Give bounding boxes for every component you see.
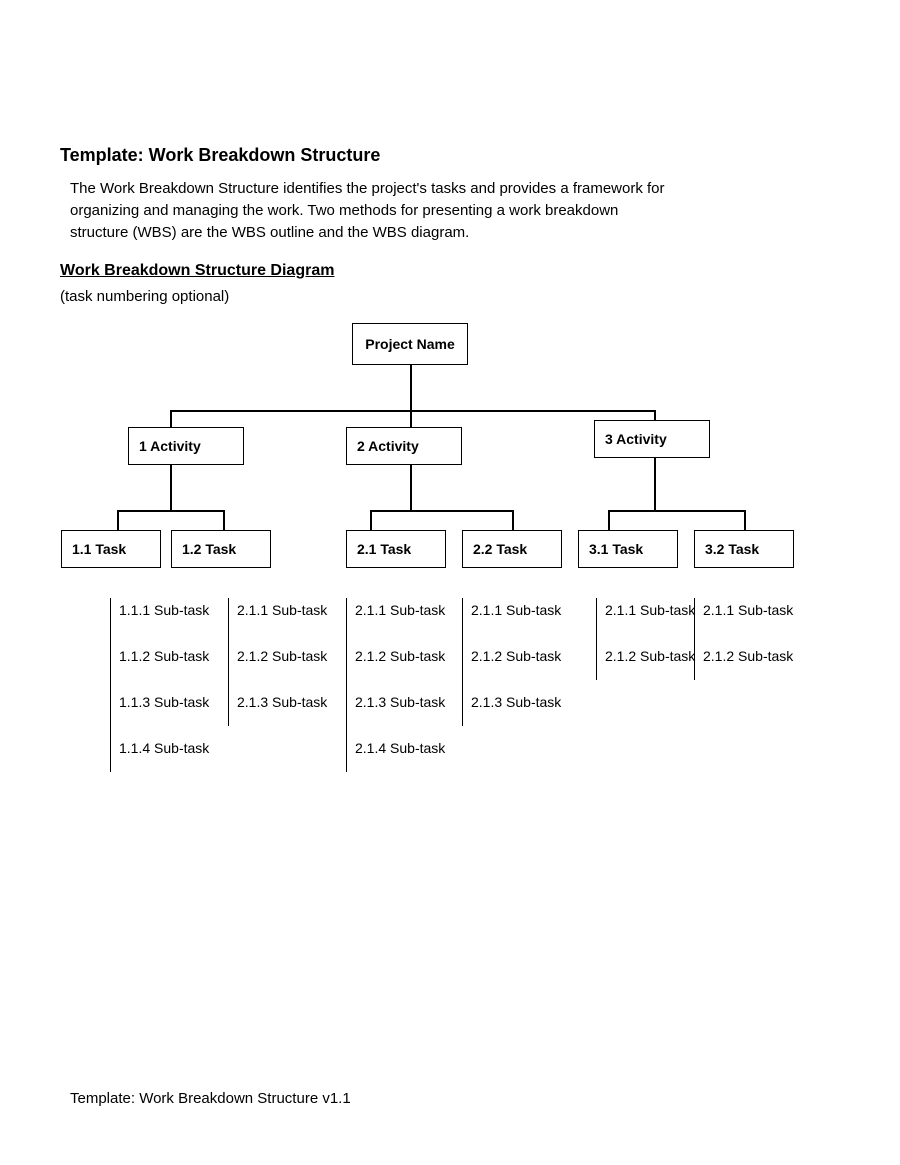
subtask-column-2-0: 2.1.1 Sub-task2.1.2 Sub-task (596, 598, 695, 680)
activity-node-1: 2 Activity (346, 427, 462, 465)
subtask-column-1-1: 2.1.1 Sub-task2.1.2 Sub-task2.1.3 Sub-ta… (462, 598, 561, 726)
connector-activity-0-vline (170, 465, 172, 510)
subtask-0-0-3: 1.1.4 Sub-task (119, 736, 209, 782)
page-title: Template: Work Breakdown Structure (60, 145, 380, 166)
connector-activity-1-drop-0 (370, 510, 372, 530)
connector-activity-2-vline (654, 458, 656, 510)
subtask-1-1-2: 2.1.3 Sub-task (471, 690, 561, 736)
subtask-2-1-1: 2.1.2 Sub-task (703, 644, 793, 690)
root-node: Project Name (352, 323, 468, 365)
subtask-column-0-1: 2.1.1 Sub-task2.1.2 Sub-task2.1.3 Sub-ta… (228, 598, 327, 726)
connector-activity-2-hline (608, 510, 744, 512)
subtask-1-0-1: 2.1.2 Sub-task (355, 644, 445, 690)
subtask-0-1-1: 2.1.2 Sub-task (237, 644, 327, 690)
subtask-column-0-0: 1.1.1 Sub-task1.1.2 Sub-task1.1.3 Sub-ta… (110, 598, 209, 772)
connector-root-vline (410, 365, 412, 410)
task-node-2-1: 3.2 Task (694, 530, 794, 568)
task-node-0-1: 1.2 Task (171, 530, 271, 568)
subtask-0-0-0: 1.1.1 Sub-task (119, 598, 209, 644)
subtask-1-1-1: 2.1.2 Sub-task (471, 644, 561, 690)
connector-bus-drop-2 (654, 410, 656, 420)
subtask-column-2-1: 2.1.1 Sub-task2.1.2 Sub-task (694, 598, 793, 680)
subtask-2-1-0: 2.1.1 Sub-task (703, 598, 793, 644)
connector-activity-0-hline (117, 510, 223, 512)
subtask-1-1-0: 2.1.1 Sub-task (471, 598, 561, 644)
task-node-0-0: 1.1 Task (61, 530, 161, 568)
subtask-1-0-2: 2.1.3 Sub-task (355, 690, 445, 736)
section-heading: Work Breakdown Structure Diagram (60, 262, 334, 280)
task-node-1-0: 2.1 Task (346, 530, 446, 568)
task-node-1-1: 2.2 Task (462, 530, 562, 568)
connector-bus-drop-0 (170, 410, 172, 427)
subtask-0-1-2: 2.1.3 Sub-task (237, 690, 327, 736)
subtask-2-0-0: 2.1.1 Sub-task (605, 598, 695, 644)
connector-activity-1-vline (410, 465, 412, 510)
subtask-1-0-0: 2.1.1 Sub-task (355, 598, 445, 644)
task-node-2-0: 3.1 Task (578, 530, 678, 568)
subtask-0-0-1: 1.1.2 Sub-task (119, 644, 209, 690)
footer-text: Template: Work Breakdown Structure v1.1 (70, 1090, 351, 1107)
section-subnote: (task numbering optional) (60, 288, 229, 305)
connector-activity-0-drop-0 (117, 510, 119, 530)
subtask-column-1-0: 2.1.1 Sub-task2.1.2 Sub-task2.1.3 Sub-ta… (346, 598, 445, 772)
subtask-0-0-2: 1.1.3 Sub-task (119, 690, 209, 736)
connector-activity-0-drop-1 (223, 510, 225, 530)
connector-bus-hline (170, 410, 654, 412)
connector-bus-drop-1 (410, 410, 412, 427)
activity-node-2: 3 Activity (594, 420, 710, 458)
connector-activity-2-drop-1 (744, 510, 746, 530)
intro-paragraph: The Work Breakdown Structure identifies … (70, 178, 670, 243)
subtask-0-1-0: 2.1.1 Sub-task (237, 598, 327, 644)
subtask-2-0-1: 2.1.2 Sub-task (605, 644, 695, 690)
connector-activity-2-drop-0 (608, 510, 610, 530)
page: Template: Work Breakdown Structure The W… (0, 0, 900, 1165)
connector-activity-1-hline (370, 510, 512, 512)
connector-activity-1-drop-1 (512, 510, 514, 530)
activity-node-0: 1 Activity (128, 427, 244, 465)
subtask-1-0-3: 2.1.4 Sub-task (355, 736, 445, 782)
